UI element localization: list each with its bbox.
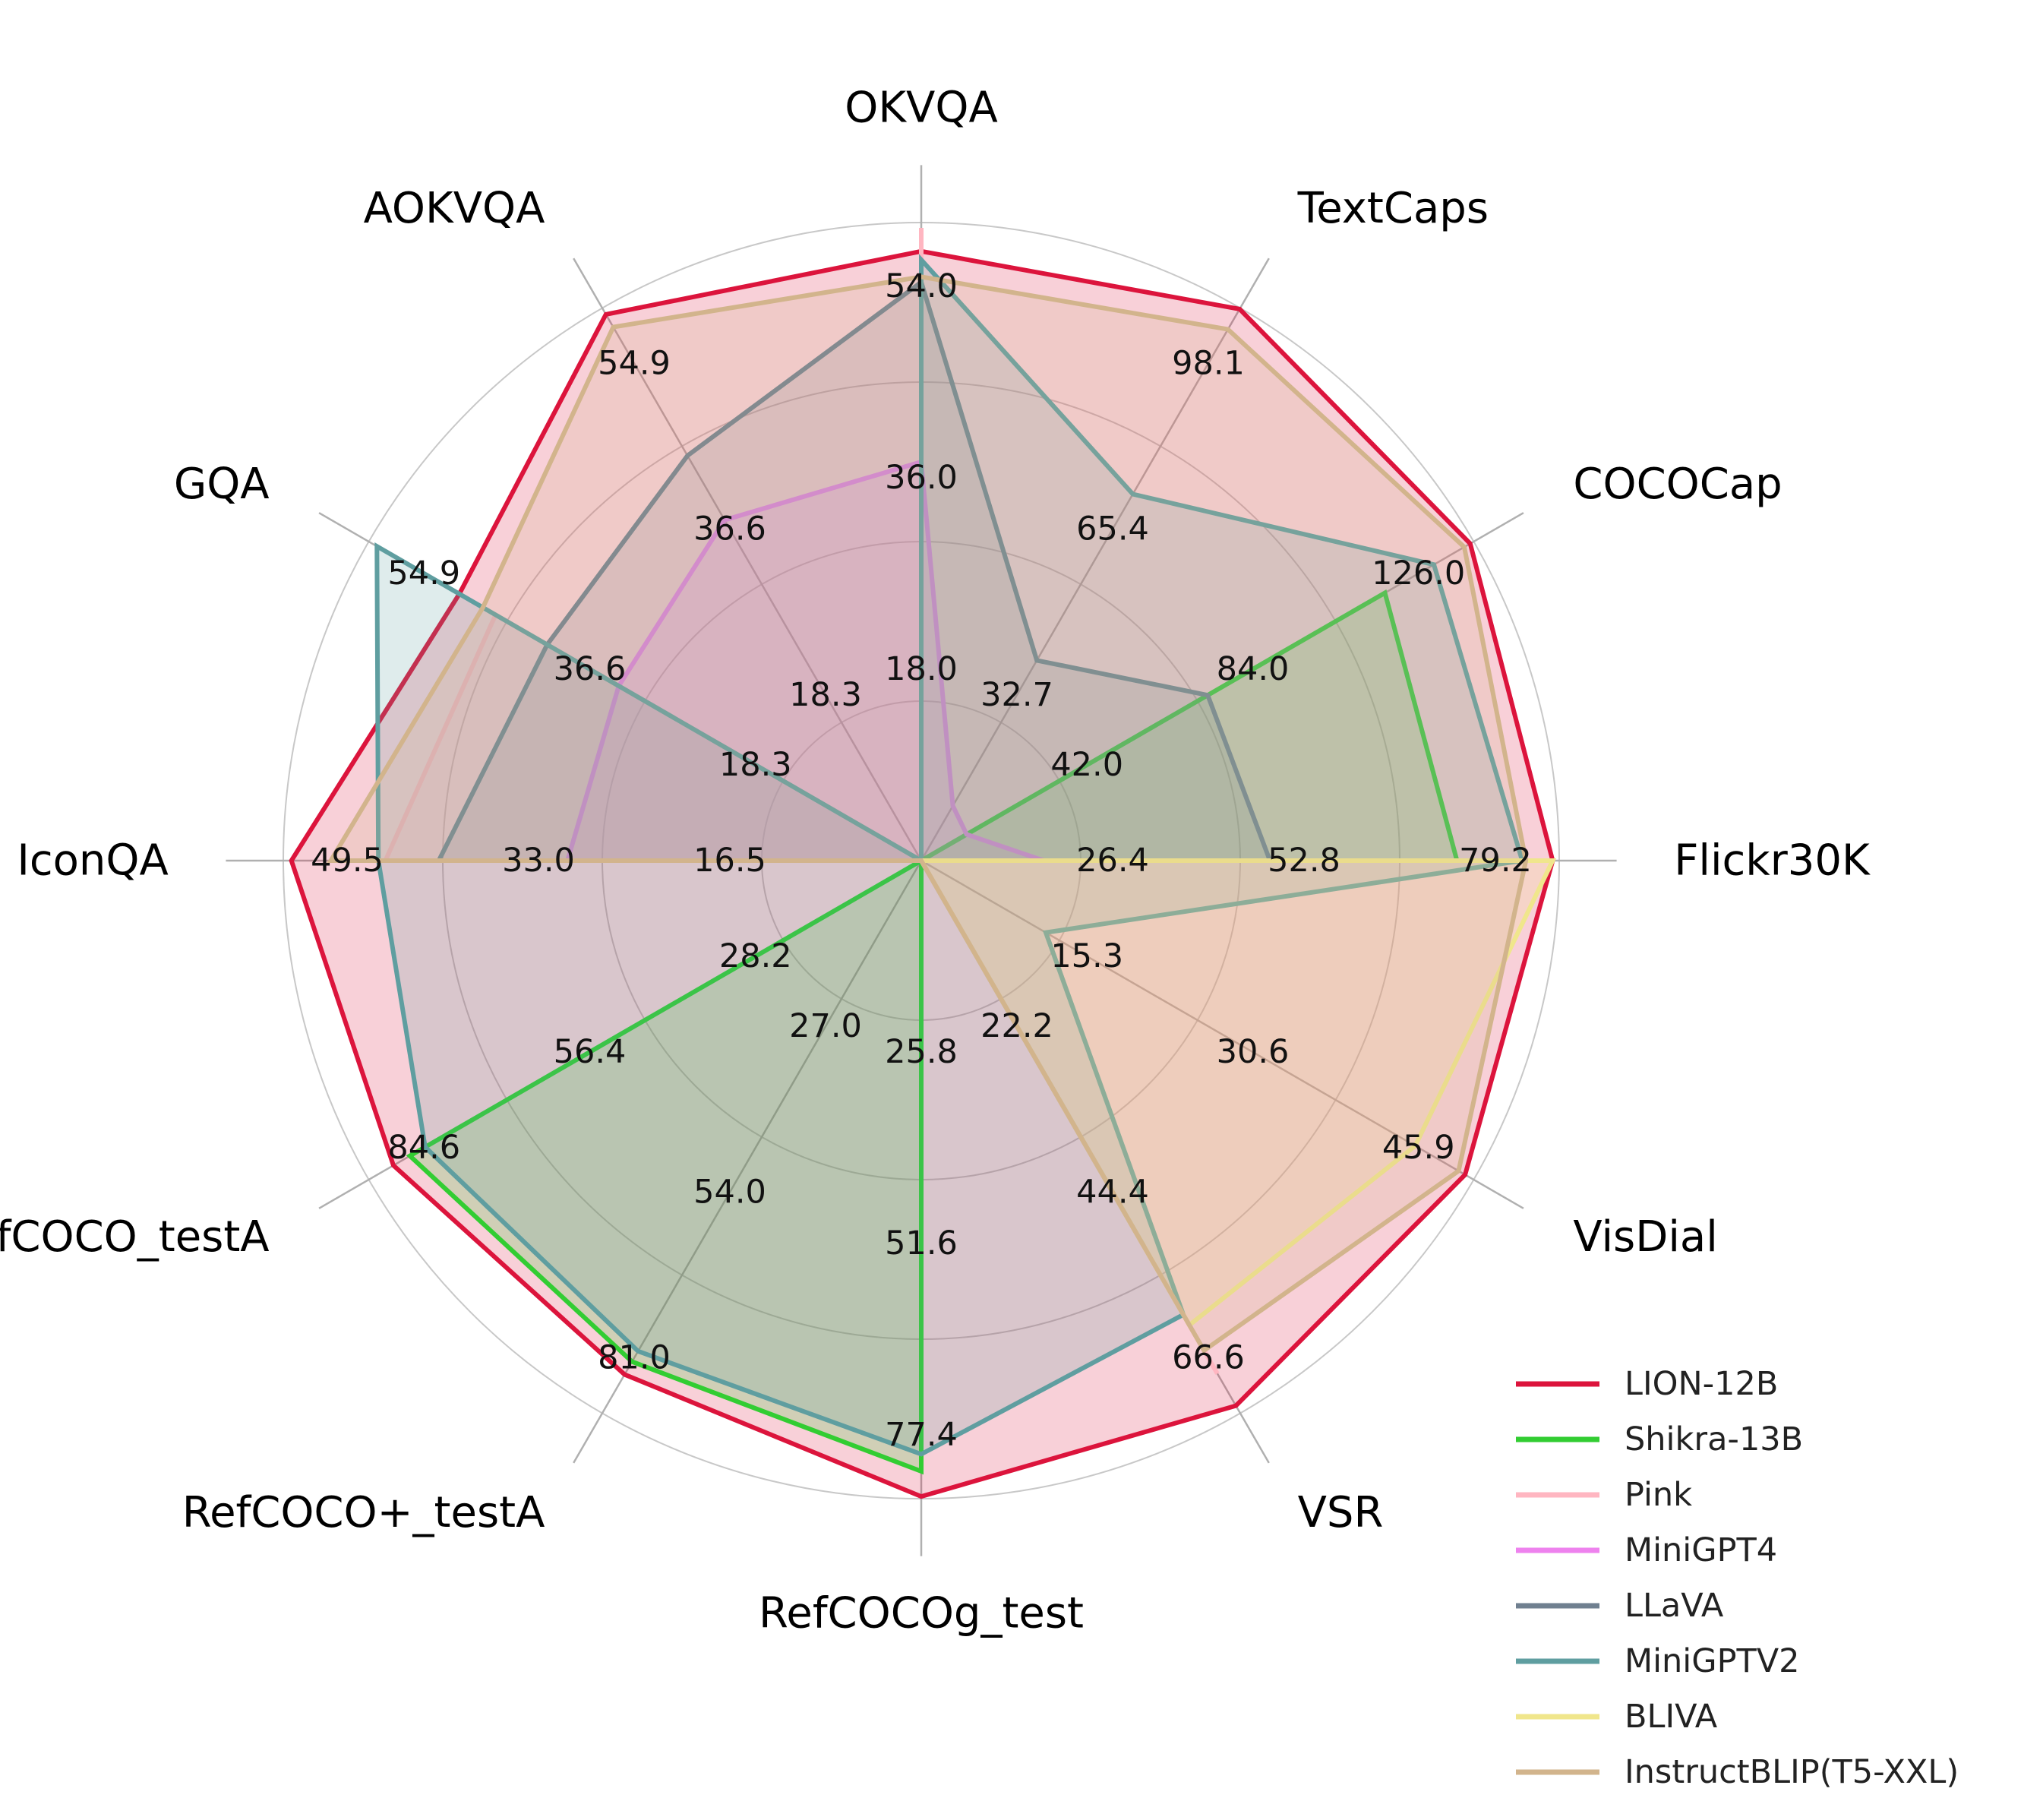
legend-label: Pink (1625, 1476, 1692, 1514)
series-shikra-13b (406, 589, 1460, 1475)
tick-label-vsr-1: 22.2 (980, 1007, 1053, 1045)
tick-label-vsr-2: 44.4 (1076, 1174, 1149, 1212)
tick-label-vsr-3: 66.6 (1172, 1339, 1245, 1377)
tick-label-okvqa-1: 18.0 (885, 650, 958, 688)
tick-label-gqa-1: 18.3 (719, 746, 792, 784)
radar-tick-labels: 26.4 52.8 79.2 42.0 84.0 126.0 32.7 65.4 98.1 18.… (311, 267, 1532, 1454)
legend-item-shikra-13b: Shikra-13B (1516, 1420, 1803, 1458)
spoke-visdial (920, 859, 1524, 1209)
axis-label-aokvqa: AOKVQA (364, 184, 545, 233)
axis-label-iconqa: IconQA (17, 836, 168, 886)
tick-label-cococap-2: 84.0 (1217, 650, 1290, 688)
axis-label-refcoco-testa: RefCOCO+_testA (182, 1488, 545, 1537)
axis-label-vsr: VSR (1298, 1488, 1384, 1537)
tick-label-cococap-3: 126.0 (1372, 555, 1465, 592)
tick-label-refcoco-testa-1: 28.2 (719, 937, 792, 975)
legend-label: Shikra-13B (1625, 1420, 1803, 1458)
radar-series (289, 228, 1557, 1499)
tick-label-iconqa-2: 33.0 (502, 842, 575, 880)
tick-label-visdial-1: 15.3 (1050, 937, 1123, 975)
tick-label-cococap-1: 42.0 (1050, 746, 1123, 784)
radar-axis-labels: Flickr30K COCOCap TextCaps OKVQA AOKVQA GQA Ic… (0, 83, 1871, 1638)
legend: LION-12B Shikra-13B Pink MiniGPT4 LLaVA MiniG… (1516, 1365, 1959, 1791)
tick-label-refcoco-testa-3: 81.0 (598, 1339, 671, 1377)
tick-label-refcoco-testa-2: 56.4 (554, 1033, 627, 1071)
tick-label-refcoco-testa-1: 27.0 (789, 1007, 862, 1045)
tick-label-textcaps-3: 98.1 (1172, 344, 1245, 382)
tick-label-refcocog-test-2: 51.6 (885, 1224, 958, 1262)
legend-label: InstructBLIP(T5-XXL) (1625, 1753, 1959, 1791)
tick-label-visdial-3: 45.9 (1382, 1129, 1455, 1167)
axis-label-refcocog-test: RefCOCOg_test (759, 1589, 1084, 1638)
tick-label-aokvqa-2: 36.6 (693, 510, 766, 548)
series-instructblip-t5-xxl (327, 274, 1529, 1354)
tick-label-iconqa-1: 16.5 (693, 842, 766, 880)
tick-label-flickr30k-2: 52.8 (1268, 842, 1340, 880)
axis-label-textcaps: TextCaps (1297, 184, 1489, 233)
tick-label-gqa-3: 54.9 (387, 555, 460, 592)
tick-label-okvqa-2: 36.0 (885, 459, 958, 497)
spoke-textcaps (920, 258, 1270, 861)
tick-label-flickr30k-1: 26.4 (1076, 842, 1149, 880)
legend-item-minigpt4: MiniGPT4 (1516, 1531, 1777, 1569)
axis-label-gqa: GQA (174, 460, 270, 509)
legend-label: BLIVA (1625, 1698, 1718, 1736)
legend-item-bliva: BLIVA (1516, 1698, 1718, 1736)
tick-label-refcoco-testa-2: 54.0 (693, 1174, 766, 1212)
axis-label-okvqa: OKVQA (845, 83, 998, 132)
tick-label-refcoco-testa-3: 84.6 (387, 1129, 460, 1167)
tick-label-textcaps-1: 32.7 (980, 676, 1053, 714)
tick-label-aokvqa-3: 54.9 (598, 344, 671, 382)
tick-label-flickr30k-3: 79.2 (1459, 842, 1532, 880)
legend-label: MiniGPT4 (1625, 1531, 1777, 1569)
legend-label: LION-12B (1625, 1365, 1778, 1403)
legend-item-lion-12b: LION-12B (1516, 1365, 1778, 1403)
legend-item-llava: LLaVA (1516, 1587, 1724, 1625)
tick-label-refcocog-test-1: 25.8 (885, 1033, 958, 1071)
legend-label: MiniGPTV2 (1625, 1642, 1800, 1680)
tick-label-refcocog-test-3: 77.4 (885, 1416, 958, 1454)
legend-item-pink: Pink (1516, 1476, 1692, 1514)
tick-label-gqa-2: 36.6 (554, 650, 627, 688)
spoke-aokvqa (573, 258, 923, 861)
tick-label-okvqa-3: 54.0 (885, 267, 958, 305)
legend-label: LLaVA (1625, 1587, 1724, 1625)
tick-label-iconqa-3: 49.5 (311, 842, 384, 880)
axis-label-flickr30k: Flickr30K (1674, 836, 1871, 886)
tick-label-textcaps-2: 65.4 (1076, 510, 1149, 548)
axis-label-refcoco-testa: RefCOCO_testA (0, 1212, 270, 1262)
tick-label-visdial-2: 30.6 (1217, 1033, 1290, 1071)
tick-label-aokvqa-1: 18.3 (789, 676, 862, 714)
legend-item-instructblip-t5-xxl: InstructBLIP(T5-XXL) (1516, 1753, 1959, 1791)
axis-label-cococap: COCOCap (1573, 460, 1782, 509)
legend-item-minigptv2: MiniGPTV2 (1516, 1642, 1800, 1680)
axis-label-visdial: VisDial (1573, 1212, 1717, 1262)
